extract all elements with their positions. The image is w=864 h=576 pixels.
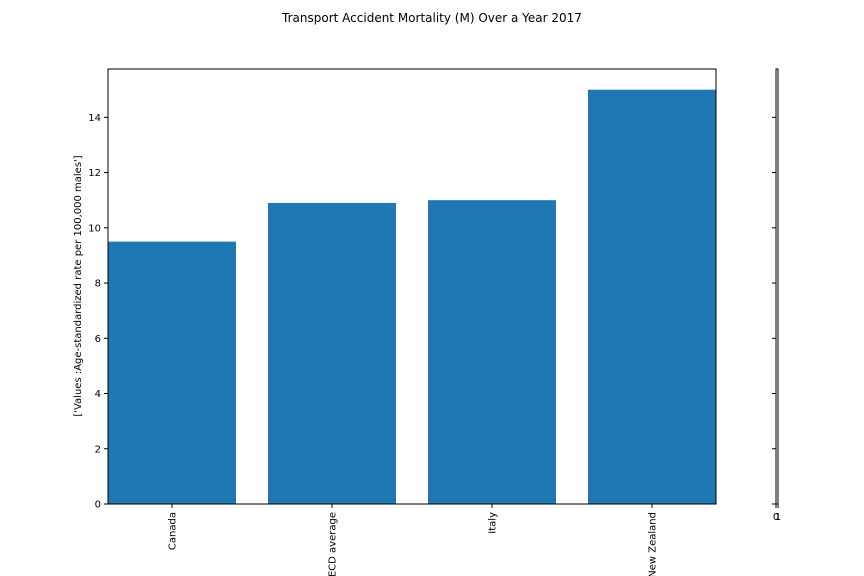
y-tick-label: 8 [95,279,101,290]
bar-oecd-average [268,202,396,504]
x-tick-label: Italy [488,512,499,534]
bar-canada [108,241,236,504]
side-axes-frame [775,68,779,505]
x-tick-label: OECD average [328,512,339,576]
side-x-tick-label: 0 [773,512,779,523]
y-tick-label: 0 [95,500,101,511]
axes-frame [107,68,717,505]
plot-area: 0 2 4 6 8 10 12 14 Canada OECD average Italy New Ze… [88,68,717,576]
bar-italy [428,200,556,504]
y-tick-label: 4 [95,389,101,400]
side-x-tick-label: 1 [775,512,781,523]
bar-new-zealand [588,89,716,505]
y-tick-label: 2 [95,444,101,455]
chart-title: Transport Accident Mortality (M) Over a … [281,11,582,25]
y-tick-label: 12 [88,168,101,179]
x-tick-label: New Zealand [648,512,659,576]
y-axis-label: ['Values :Age-standardized rate per 100,… [73,155,84,416]
y-tick-label: 10 [88,223,101,234]
side-panel: 01 [772,68,781,523]
y-tick-label: 6 [95,334,101,345]
x-tick-label: Canada [168,512,179,550]
y-tick-label: 14 [88,113,101,124]
